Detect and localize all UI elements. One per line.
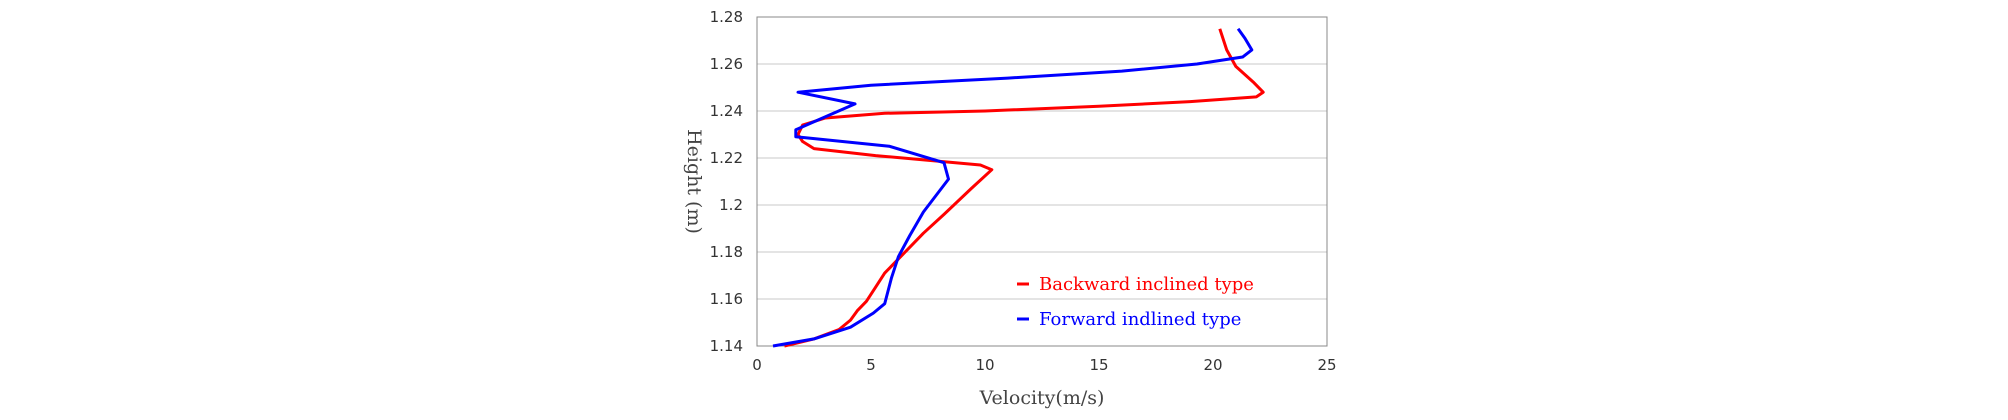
y-tick-label: 1.26 xyxy=(710,55,743,73)
y-tick-label: 1.18 xyxy=(710,243,743,261)
x-tick-label: 5 xyxy=(866,356,876,374)
series-lines xyxy=(772,27,1265,348)
x-tick-label: 0 xyxy=(752,356,762,374)
y-tick-label: 1.14 xyxy=(710,337,743,355)
legend: Backward inclined type Forward indlined … xyxy=(1017,274,1254,330)
series-line-backward xyxy=(784,28,1265,348)
y-tick-label: 1.16 xyxy=(710,290,743,308)
y-tick-label: 1.28 xyxy=(710,8,743,26)
plot-area-frame xyxy=(756,16,1328,347)
legend-label-backward: Backward inclined type xyxy=(1039,274,1254,295)
x-tick-label: 20 xyxy=(1203,356,1222,374)
legend-label-forward: Forward indlined type xyxy=(1039,309,1241,330)
series-line-forward xyxy=(772,27,1254,348)
x-tick-label: 25 xyxy=(1317,356,1336,374)
x-axis-title: Velocity(m/s) xyxy=(979,387,1105,409)
y-tick-label: 1.2 xyxy=(719,196,743,214)
x-tick-label: 15 xyxy=(1089,356,1108,374)
y-tick-label: 1.22 xyxy=(710,149,743,167)
gridlines xyxy=(757,16,1327,347)
y-tick-label: 1.24 xyxy=(710,102,743,120)
x-tick-label: 10 xyxy=(975,356,994,374)
y-axis-title: Height (m) xyxy=(683,129,705,234)
x-axis-tick-labels: 0 5 10 15 20 25 xyxy=(752,356,1336,374)
y-axis-tick-labels: 1.14 1.16 1.18 1.2 1.22 1.24 1.26 1.28 xyxy=(710,8,743,355)
